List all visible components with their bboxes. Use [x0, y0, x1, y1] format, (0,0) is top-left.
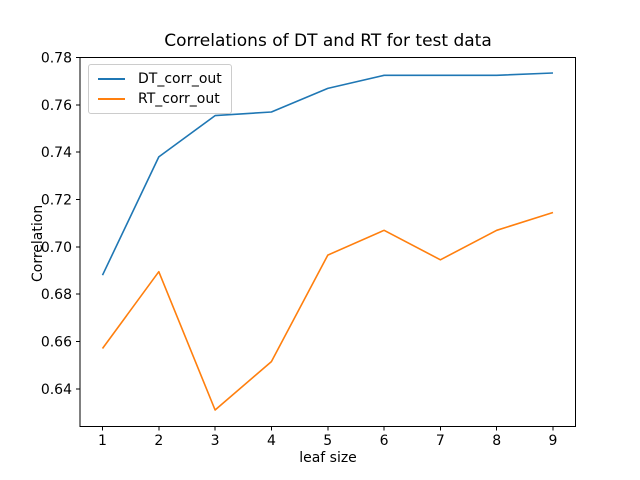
y-axis-label: Correlation [30, 204, 46, 282]
y-tick-label: 0.66 [41, 334, 72, 350]
legend-label-rt: RT_corr_out [138, 90, 220, 107]
x-tick-label: 7 [436, 433, 445, 449]
y-tick-label: 0.78 [41, 51, 72, 67]
x-tick-label: 4 [267, 433, 276, 449]
legend-label-dt: DT_corr_out [138, 70, 222, 87]
legend-item-dt-corr-out: DT_corr_out [98, 69, 222, 89]
y-tick-label: 0.76 [41, 98, 72, 114]
legend-item-rt-corr-out: RT_corr_out [98, 89, 222, 109]
y-tick-label: 0.64 [41, 382, 72, 398]
chart-title: Correlations of DT and RT for test data [164, 31, 492, 51]
series-line-dt_corr_out [101, 72, 554, 276]
x-tick-label: 8 [492, 433, 501, 449]
y-tick-label: 0.74 [41, 145, 72, 161]
legend: DT_corr_out RT_corr_out [88, 64, 232, 114]
x-tick-label: 2 [154, 433, 163, 449]
x-tick-label: 3 [211, 433, 220, 449]
series-line-rt_corr_out [101, 211, 554, 411]
y-tick-label: 0.68 [41, 287, 72, 303]
x-tick-label: 6 [380, 433, 389, 449]
y-tick-label: 0.70 [41, 240, 72, 256]
rt-line-swatch [98, 98, 125, 100]
dt-line-swatch [98, 78, 125, 80]
y-tick-label: 0.72 [41, 193, 72, 209]
x-tick-label: 9 [549, 433, 558, 449]
x-axis-label: leaf size [299, 450, 357, 466]
x-tick-label: 1 [98, 433, 107, 449]
x-tick-label: 5 [323, 433, 332, 449]
